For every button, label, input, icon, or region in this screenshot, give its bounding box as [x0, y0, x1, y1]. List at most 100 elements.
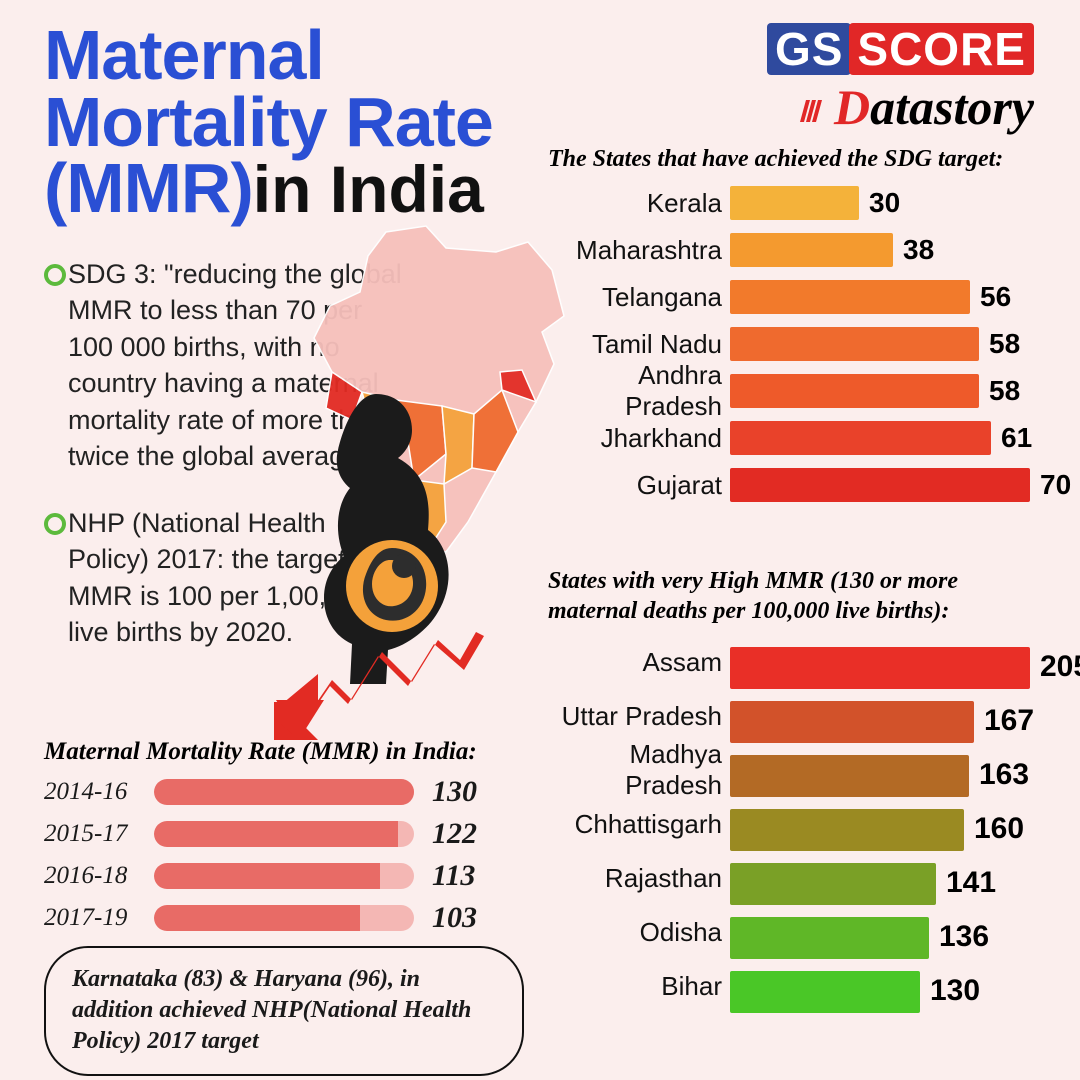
- sdg-chart-title: The States that have achieved the SDG ta…: [548, 146, 1046, 173]
- bar-fill: [730, 863, 936, 905]
- bar-value: 61: [1001, 422, 1032, 454]
- trend-bars: 2014-16 130 2015-17 122 2016-18113 2017-19 103: [44, 772, 524, 938]
- trend-fill: [154, 905, 360, 931]
- bar-row: Uttar Pradesh167: [548, 690, 1046, 742]
- bar-label: Telangana: [548, 282, 730, 313]
- trend-arrow-icon: [274, 630, 504, 740]
- bar-row: Telangana56: [548, 275, 1046, 319]
- bar-value: 160: [974, 812, 1024, 846]
- bar-label: Assam: [548, 647, 730, 678]
- bar-fill: [730, 809, 964, 851]
- high-mmr-chart: States with very High MMR (130 or more m…: [548, 566, 1046, 1014]
- bar-label: Tamil Nadu: [548, 329, 730, 360]
- bar-row: Assam205: [548, 636, 1046, 688]
- bar-value: 130: [930, 974, 980, 1008]
- trend-label: 2014-16: [44, 778, 154, 806]
- logo-d: D: [834, 79, 870, 135]
- title-line3-black: in India: [253, 152, 484, 226]
- bar-area: 163: [730, 752, 1046, 788]
- bar-fill: [730, 186, 859, 220]
- bar-label: Kerala: [548, 188, 730, 219]
- bar-fill: [730, 701, 974, 743]
- logo-gs: GS: [767, 23, 851, 75]
- trend-row: 2015-17 122: [44, 814, 524, 854]
- bar-area: 58: [730, 373, 1046, 409]
- bar-fill: [730, 233, 893, 267]
- trend-label: 2015-17: [44, 820, 154, 848]
- brand-logo: GSSCORE Datastory: [767, 22, 1034, 140]
- bar-row: Kerala 30: [548, 181, 1046, 225]
- logo-score: SCORE: [849, 23, 1034, 75]
- bar-value: 136: [939, 920, 989, 954]
- trend-fill: [154, 821, 398, 847]
- page-title: Maternal Mortality Rate (MMR)in India: [44, 20, 604, 224]
- bar-value: 70: [1040, 469, 1071, 501]
- trend-label: 2017-19: [44, 904, 154, 932]
- trend-track: [154, 821, 414, 847]
- bar-fill: [730, 374, 979, 408]
- bar-label: Madhya Pradesh: [548, 739, 730, 801]
- trend-track: [154, 905, 414, 931]
- bar-row: Gujarat70: [548, 463, 1046, 507]
- bar-value: 58: [989, 328, 1020, 360]
- bar-area: 58: [730, 326, 1046, 362]
- bar-fill: [730, 468, 1030, 502]
- bar-row: Chhattisgarh160: [548, 798, 1046, 850]
- trend-row: 2017-19 103: [44, 898, 524, 938]
- footnote-box: Karnataka (83) & Haryana (96), in additi…: [44, 946, 524, 1076]
- bar-value: 141: [946, 866, 996, 900]
- bar-fill: [730, 971, 920, 1013]
- high-chart-title: States with very High MMR (130 or more m…: [548, 566, 1046, 626]
- bar-label: Andhra Pradesh: [548, 360, 730, 422]
- bar-label: Bihar: [548, 971, 730, 1002]
- trend-value: 122: [432, 817, 477, 851]
- title-line3-blue: (MMR): [44, 149, 253, 227]
- bar-row: Madhya Pradesh163: [548, 744, 1046, 796]
- bar-label: Uttar Pradesh: [548, 701, 730, 732]
- bar-fill: [730, 647, 1030, 689]
- bar-row: Rajasthan141: [548, 852, 1046, 904]
- bar-fill: [730, 917, 929, 959]
- sdg-states-chart: The States that have achieved the SDG ta…: [548, 146, 1046, 510]
- bar-row: Jharkhand61: [548, 416, 1046, 460]
- bar-area: 30: [730, 185, 1046, 221]
- high-bars: Assam205Uttar Pradesh167Madhya Pradesh16…: [548, 636, 1046, 1012]
- trend-track: [154, 863, 414, 889]
- bar-value: 167: [984, 704, 1034, 738]
- bar-fill: [730, 280, 970, 314]
- bar-value: 30: [869, 187, 900, 219]
- bar-area: 130: [730, 968, 1046, 1004]
- logo-atastory: atastory: [870, 79, 1034, 135]
- trend-row: 2016-18113: [44, 856, 524, 896]
- bar-row: Odisha136: [548, 906, 1046, 958]
- bar-value: 38: [903, 234, 934, 266]
- trend-value: 113: [432, 859, 475, 893]
- bar-value: 58: [989, 375, 1020, 407]
- trend-value: 130: [432, 775, 477, 809]
- trend-track: [154, 779, 414, 805]
- trend-fill: [154, 779, 414, 805]
- bar-area: 167: [730, 698, 1046, 734]
- bar-label: Odisha: [548, 917, 730, 948]
- bar-label: Maharashtra: [548, 235, 730, 266]
- bar-value: 163: [979, 758, 1029, 792]
- title-line1: Maternal: [44, 20, 604, 91]
- bar-row: Bihar130: [548, 960, 1046, 1012]
- bar-value: 205: [1040, 650, 1080, 684]
- bar-area: 56: [730, 279, 1046, 315]
- bar-row: Maharashtra 38: [548, 228, 1046, 272]
- bar-area: 141: [730, 860, 1046, 896]
- trend-fill: [154, 863, 380, 889]
- bar-fill: [730, 755, 969, 797]
- trend-row: 2014-16 130: [44, 772, 524, 812]
- bar-label: Gujarat: [548, 470, 730, 501]
- bar-area: 160: [730, 806, 1046, 842]
- bar-label: Rajasthan: [548, 863, 730, 894]
- book-icon: [798, 82, 832, 140]
- bar-area: 70: [730, 467, 1046, 503]
- sdg-bars: Kerala30Maharashtra38Telangana56Tamil Na…: [548, 181, 1046, 507]
- bar-fill: [730, 421, 991, 455]
- trend-value: 103: [432, 901, 477, 935]
- bar-area: 61: [730, 420, 1046, 456]
- bar-area: 136: [730, 914, 1046, 950]
